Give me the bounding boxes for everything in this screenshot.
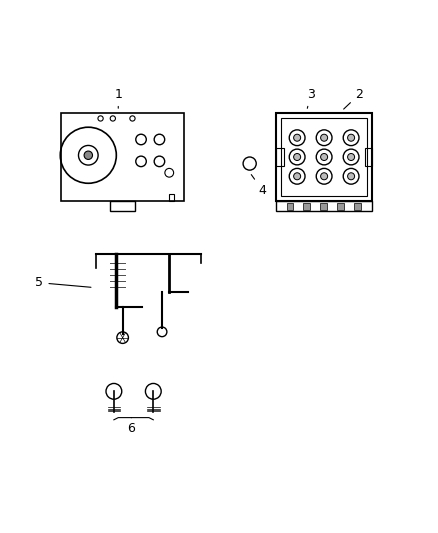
Bar <box>61 113 184 201</box>
Bar <box>169 194 174 201</box>
Text: 6: 6 <box>127 422 135 435</box>
Circle shape <box>321 173 328 180</box>
Bar <box>276 201 372 211</box>
Circle shape <box>348 134 355 141</box>
Circle shape <box>293 134 300 141</box>
Bar <box>276 148 284 166</box>
Bar <box>354 204 361 209</box>
Circle shape <box>348 173 355 180</box>
Circle shape <box>293 154 300 160</box>
Text: 1: 1 <box>114 88 122 108</box>
Text: 4: 4 <box>251 175 267 197</box>
Circle shape <box>348 154 355 160</box>
Bar <box>286 204 293 209</box>
Circle shape <box>321 154 328 160</box>
Text: 2: 2 <box>344 88 363 109</box>
Text: 3: 3 <box>307 88 315 108</box>
Bar <box>276 113 372 201</box>
Bar <box>364 148 372 166</box>
Circle shape <box>293 173 300 180</box>
Bar <box>337 204 344 209</box>
Bar <box>110 201 135 211</box>
Circle shape <box>84 151 92 159</box>
Bar <box>304 204 310 209</box>
Text: 5: 5 <box>35 276 91 289</box>
Bar <box>320 204 327 209</box>
Bar <box>281 118 367 196</box>
Circle shape <box>321 134 328 141</box>
